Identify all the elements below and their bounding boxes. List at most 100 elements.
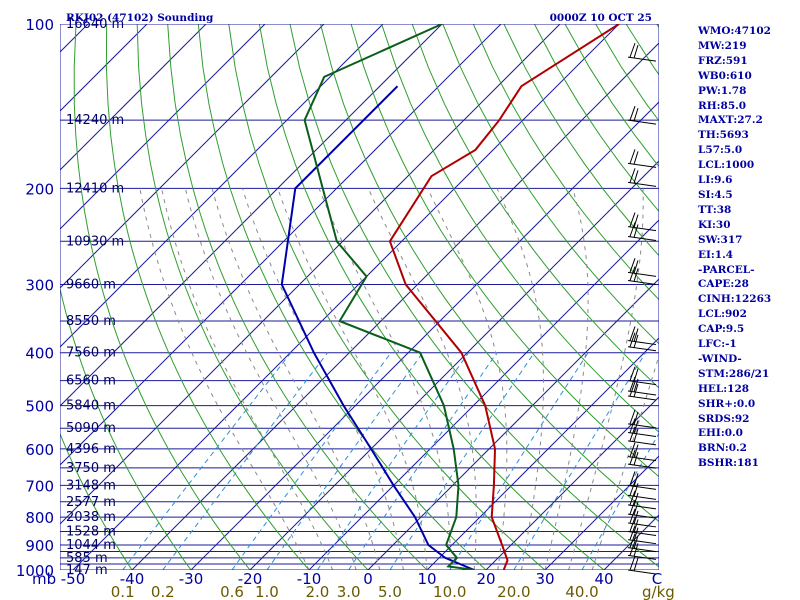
index-line: -PARCEL- (698, 263, 755, 276)
isotherm-line (60, 24, 207, 171)
temperature-tick-label: -20 (238, 570, 263, 588)
wind-barb-feather (629, 381, 636, 397)
mixing-ratio-line (122, 352, 292, 570)
wind-barb-feather (629, 490, 636, 506)
height-label: 16640 m (66, 17, 124, 32)
wind-barb-feather (633, 268, 639, 282)
wind-barb (627, 119, 657, 125)
pressure-label: 1000 (16, 562, 54, 580)
wind-barb-feather (633, 527, 639, 541)
mixing-ratio-line (162, 352, 328, 570)
wind-barb-feather (629, 168, 636, 183)
dry-adiabat-line (197, 24, 487, 570)
wind-barb-feather (629, 222, 636, 237)
height-label: 6560 m (66, 374, 116, 389)
temperature-tick-label: 20 (476, 570, 495, 588)
isotherm-line (308, 219, 659, 570)
index-line: SHR+:0.0 (698, 397, 756, 410)
isotherm-line (190, 101, 659, 570)
temperature-tick-label: 40 (594, 570, 613, 588)
height-label: 1528 m (66, 524, 116, 539)
wind-barb (627, 554, 657, 560)
wind-barb-feather (633, 473, 639, 487)
mixing-ratio-label: 5.0 (378, 583, 402, 600)
mixing-ratio-line (513, 352, 647, 570)
temperature-tick-label: 0 (363, 570, 373, 588)
wind-barb-feather (633, 452, 639, 466)
wind-barb-feather (629, 258, 636, 273)
wind-barb-feather (629, 409, 636, 425)
wind-barb (627, 340, 657, 346)
temperature-tick-label: -30 (179, 570, 204, 588)
isotherm-line (485, 396, 659, 570)
mixing-ratio-label: 0.1 (111, 583, 135, 600)
index-line: -WIND- (698, 352, 742, 365)
temperature-profile-line (388, 24, 620, 570)
pressure-label: 800 (25, 509, 54, 527)
dry-adiabat-line (350, 24, 659, 478)
wind-barb-feather (629, 508, 636, 524)
wind-barb-feather (633, 334, 639, 348)
chart-title: RKJ02 (47102) Sounding (66, 12, 214, 24)
index-line: LI:9.6 (698, 174, 733, 187)
pressure-label: 100 (25, 16, 54, 34)
height-label: 3148 m (66, 478, 116, 493)
dry-adiabat-line (472, 24, 659, 301)
height-label: 1044 m (66, 538, 116, 553)
wind-barb-feather (629, 149, 636, 164)
wind-barb-feather (629, 418, 636, 433)
wind-barb (627, 346, 657, 352)
index-line: SRDS:92 (698, 412, 750, 425)
mixing-ratio-label: 20.0 (497, 583, 530, 600)
pressure-label: 200 (25, 180, 54, 198)
wind-barb-feather (629, 481, 636, 496)
temperature-tick-label: -10 (297, 570, 322, 588)
height-label: 10930 m (66, 234, 124, 249)
mixing-ratio-line (348, 352, 498, 570)
wind-barb-feather (629, 266, 636, 281)
index-line: PW:1.78 (698, 84, 747, 97)
wind-barb-feather (633, 501, 639, 516)
mixing-ratio-label: 0.2 (151, 583, 175, 600)
isotherm-line (367, 278, 659, 570)
pressure-label: 900 (25, 537, 54, 555)
wind-barb-feather (629, 499, 636, 515)
moist-adiabat-line (544, 188, 589, 570)
dry-adiabat-line (503, 24, 659, 257)
moist-adiabat-line (242, 188, 404, 570)
dry-adiabat-line (105, 24, 310, 570)
moist-adiabat-line (184, 188, 357, 570)
mixing-ratio-unit-label: g/kg (642, 583, 675, 600)
moist-adiabat-line (277, 188, 428, 570)
wind-barb (627, 280, 657, 286)
height-label: 9660 m (66, 278, 116, 293)
mixing-ratio-line (449, 352, 589, 570)
moist-adiabat-line (427, 188, 508, 570)
sounding-profiles (280, 24, 620, 570)
height-label: 585 m (66, 551, 108, 566)
wind-barb (627, 440, 657, 446)
moist-adiabat-line (591, 353, 659, 570)
temperature-tick-label: 10 (417, 570, 436, 588)
wind-barb-feather (629, 332, 636, 347)
wind-barb-feather (633, 444, 639, 458)
index-line: TT:38 (698, 203, 732, 216)
wind-barb-feather (633, 420, 639, 434)
dry-adiabat-line (73, 24, 251, 570)
mixing-ratio-line (389, 352, 535, 570)
wind-barb-feather (633, 483, 639, 497)
index-line: LCL:902 (698, 308, 747, 321)
wind-barb-feather (633, 170, 639, 184)
pressure-label: 600 (25, 441, 54, 459)
index-line: EHI:0.0 (698, 427, 743, 440)
index-line: CAP:9.5 (698, 323, 745, 336)
wind-barb-feather (629, 212, 636, 227)
index-line: MAXT:27.2 (698, 114, 763, 127)
dry-adiabat-line (258, 24, 605, 570)
wind-barb-feather (629, 450, 636, 465)
index-line: SW:317 (698, 233, 743, 246)
dry-adiabat-line (136, 24, 369, 570)
index-line: SI:4.5 (698, 188, 733, 201)
